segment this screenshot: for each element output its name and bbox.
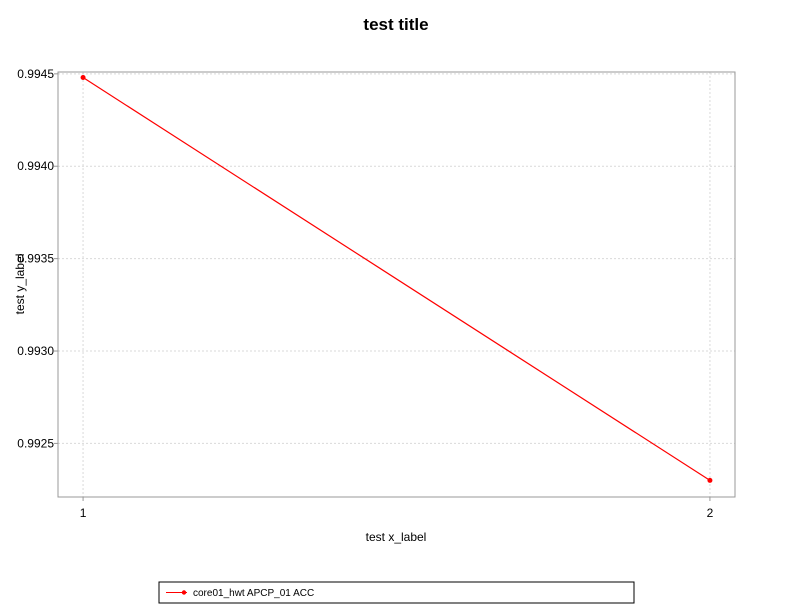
y-tick-label: 0.9935 bbox=[17, 252, 54, 266]
y-tick-label: 0.9925 bbox=[17, 436, 54, 450]
legend-series-marker bbox=[181, 590, 187, 595]
legend-series-label: core01_hwt APCP_01 ACC bbox=[193, 588, 314, 599]
x-tick-label: 1 bbox=[80, 506, 87, 520]
legend-box bbox=[158, 581, 635, 604]
y-axis: 0.9925 0.9930 0.9935 0.9940 0.9945 bbox=[17, 67, 58, 450]
y-tick-label: 0.9945 bbox=[17, 67, 54, 81]
grid bbox=[58, 72, 735, 497]
data-point bbox=[707, 477, 713, 483]
y-tick-label: 0.9940 bbox=[17, 159, 54, 173]
x-axis-label: test x_label bbox=[366, 530, 427, 544]
plot-frame bbox=[57, 71, 736, 498]
chart-title: test title bbox=[363, 15, 428, 34]
series-layer bbox=[80, 75, 713, 483]
series-line bbox=[82, 77, 711, 481]
data-point bbox=[80, 75, 86, 81]
y-tick-label: 0.9930 bbox=[17, 344, 54, 358]
y-axis-label: test y_label bbox=[13, 254, 27, 315]
legend: core01_hwt APCP_01 ACC bbox=[158, 581, 635, 604]
x-tick-label: 2 bbox=[707, 506, 714, 520]
